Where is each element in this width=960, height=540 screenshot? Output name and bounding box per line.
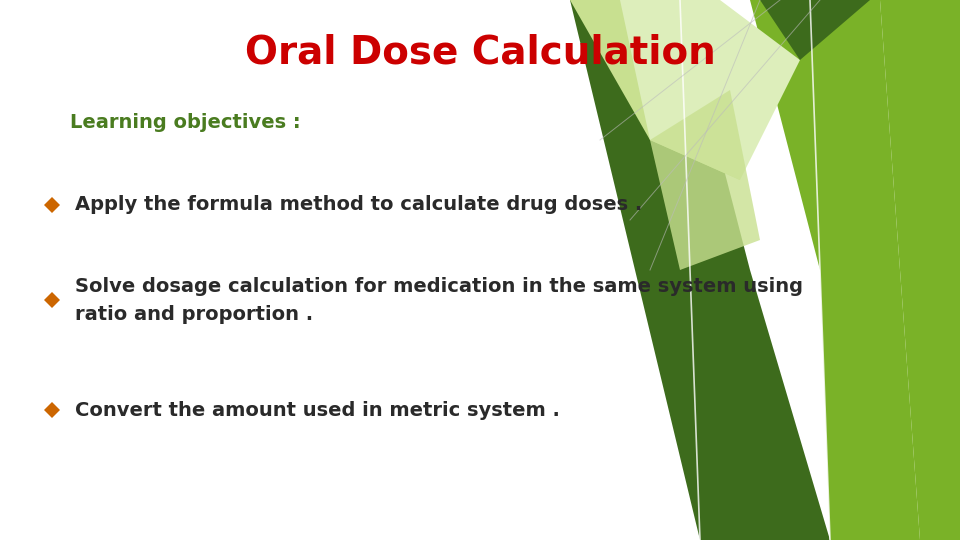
Polygon shape: [570, 0, 740, 180]
Polygon shape: [570, 0, 830, 540]
Text: Solve dosage calculation for medication in the same system using
ratio and propo: Solve dosage calculation for medication …: [75, 276, 803, 323]
Polygon shape: [650, 90, 760, 270]
Text: Oral Dose Calculation: Oral Dose Calculation: [245, 33, 715, 71]
Polygon shape: [880, 0, 960, 540]
Polygon shape: [44, 292, 60, 308]
Polygon shape: [44, 197, 60, 213]
Text: Apply the formula method to calculate drug doses .: Apply the formula method to calculate dr…: [75, 195, 642, 214]
Polygon shape: [750, 0, 920, 540]
Polygon shape: [760, 0, 870, 60]
Polygon shape: [44, 402, 60, 418]
Polygon shape: [620, 0, 800, 180]
Text: Convert the amount used in metric system .: Convert the amount used in metric system…: [75, 401, 560, 420]
Text: Learning objectives :: Learning objectives :: [70, 112, 300, 132]
